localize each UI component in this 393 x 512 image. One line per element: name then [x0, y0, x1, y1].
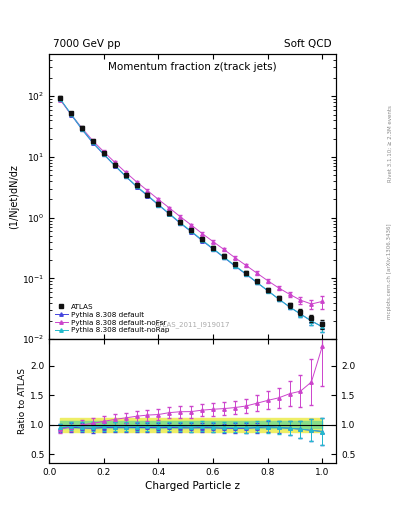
- Y-axis label: (1/Njet)dN/dz: (1/Njet)dN/dz: [9, 164, 19, 229]
- Text: ATLAS_2011_I919017: ATLAS_2011_I919017: [155, 321, 230, 328]
- Legend: ATLAS, Pythia 8.308 default, Pythia 8.308 default-noFsr, Pythia 8.308 default-no: ATLAS, Pythia 8.308 default, Pythia 8.30…: [53, 302, 171, 336]
- Text: Soft QCD: Soft QCD: [285, 38, 332, 49]
- Text: Rivet 3.1.10; ≥ 2.3M events: Rivet 3.1.10; ≥ 2.3M events: [387, 105, 392, 182]
- Text: Momentum fraction z(track jets): Momentum fraction z(track jets): [108, 62, 277, 72]
- X-axis label: Charged Particle z: Charged Particle z: [145, 481, 240, 492]
- Y-axis label: Ratio to ATLAS: Ratio to ATLAS: [18, 368, 27, 434]
- Text: 7000 GeV pp: 7000 GeV pp: [53, 38, 121, 49]
- Text: mcplots.cern.ch [arXiv:1306.3436]: mcplots.cern.ch [arXiv:1306.3436]: [387, 224, 392, 319]
